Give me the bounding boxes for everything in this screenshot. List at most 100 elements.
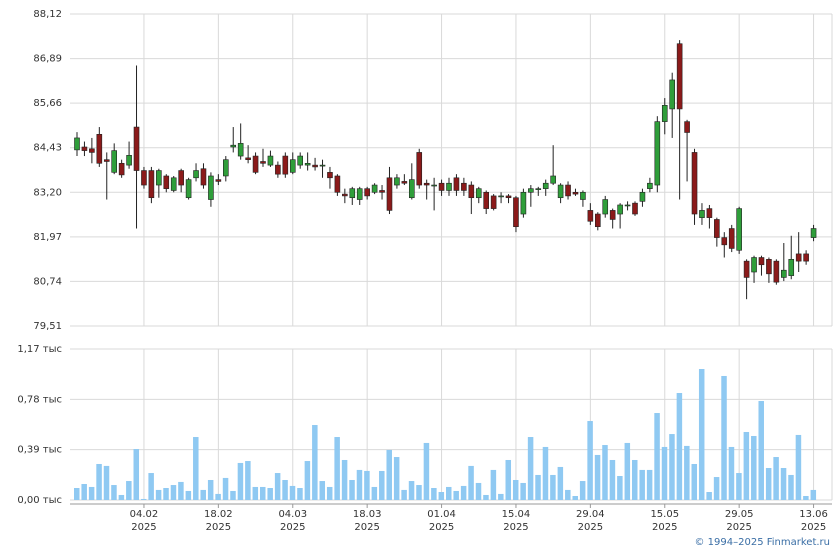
volume-bar [207,479,214,500]
y-tick-label: 0,39 тыс [17,445,62,456]
candle-body [252,155,259,173]
volume-bar [148,473,154,500]
candle-body [461,182,467,191]
volume-bar [386,449,392,500]
candle-body [669,79,676,110]
volume-bar [624,442,631,500]
candle-body [364,188,370,197]
candle-body [245,157,251,160]
volume-bar [431,487,437,500]
volume-bar [460,485,467,500]
x-tick-year: 2025 [280,522,305,533]
volume-bar [758,401,764,500]
candle-body [178,170,184,186]
y-tick-label: 83,20 [33,187,62,198]
candle-body [602,199,609,215]
x-tick-year: 2025 [578,522,603,533]
candle-body [758,257,765,266]
volume-bar [765,467,772,500]
candle-body [609,210,616,220]
x-tick-label: 15.04 [502,509,531,520]
volume-bar [810,489,817,500]
volume-bar [304,461,311,500]
volume-bar [416,485,422,500]
x-tick-label: 29.04 [576,509,605,520]
candle-body [505,195,512,199]
candle-body [691,152,698,215]
volume-bar [795,434,802,500]
volume-bar [289,485,296,500]
candle-body [706,208,713,218]
volume-bar [185,490,192,500]
x-tick-label: 29.05 [725,509,754,520]
x-tick-year: 2025 [131,522,156,533]
volume-bar [803,495,809,500]
volume-bar [446,486,452,500]
volume-bar [274,473,281,500]
x-tick-year: 2025 [801,522,826,533]
candle-body [810,228,817,238]
candle-body [327,172,333,179]
candle-body [780,269,787,278]
volume-bar [579,481,586,500]
candle-body [118,162,125,176]
x-tick-year: 2025 [726,522,751,533]
volume-bar [193,437,199,500]
y-tick-label: 81,97 [33,232,62,243]
volume-bar [453,490,459,500]
candle-body [766,259,772,275]
volume-bar [550,474,556,500]
candle-body [728,228,735,249]
candle-body [513,197,519,228]
volume-bar [401,489,407,500]
volume-bar [126,481,132,500]
candle-body [565,184,571,197]
candle-body [89,148,95,153]
x-tick-year: 2025 [652,522,677,533]
volume-bar [237,462,244,500]
candle-body [639,191,646,202]
candle-body [721,237,728,246]
volume-bar [609,459,616,500]
candle-body [163,175,170,189]
candle-body [587,210,594,222]
volume-bar [170,485,177,500]
x-tick-label: 18.02 [204,509,233,520]
volume-bar [341,459,348,500]
candle-body [156,170,162,186]
candle-body [379,190,385,193]
volume-bar [423,442,430,500]
candle-body [572,191,579,195]
candle-body [803,253,809,262]
candle-body [141,170,147,186]
volume-bar [654,413,660,500]
y-tick-label: 80,74 [33,276,62,287]
x-tick-label: 01.04 [427,509,456,520]
volume-bar [557,466,564,500]
volume-bar [133,449,140,500]
candle-body [535,188,542,190]
volume-bar [297,487,303,500]
volume-bar [282,479,288,500]
volume-bar [326,486,333,500]
y-tick-label: 0,78 тыс [17,394,62,405]
volume-bar [676,393,683,500]
volume-bar [118,494,125,500]
x-tick-label: 13.06 [799,509,828,520]
footer: © 1994–2025 Finmarket.ru [694,537,830,548]
candle-body [483,191,490,209]
volume-bar [155,489,162,500]
y-tick-label: 88,12 [33,9,62,20]
candle-body [304,162,311,166]
volume-bar [520,482,526,500]
volume-bar [743,431,750,500]
volume-bar [230,490,236,500]
candle-body [453,177,460,191]
volume-bar [379,470,385,500]
volume-bar [140,498,147,500]
candle-body [230,144,237,148]
volume-bar [178,481,184,500]
candle-body [676,43,683,110]
